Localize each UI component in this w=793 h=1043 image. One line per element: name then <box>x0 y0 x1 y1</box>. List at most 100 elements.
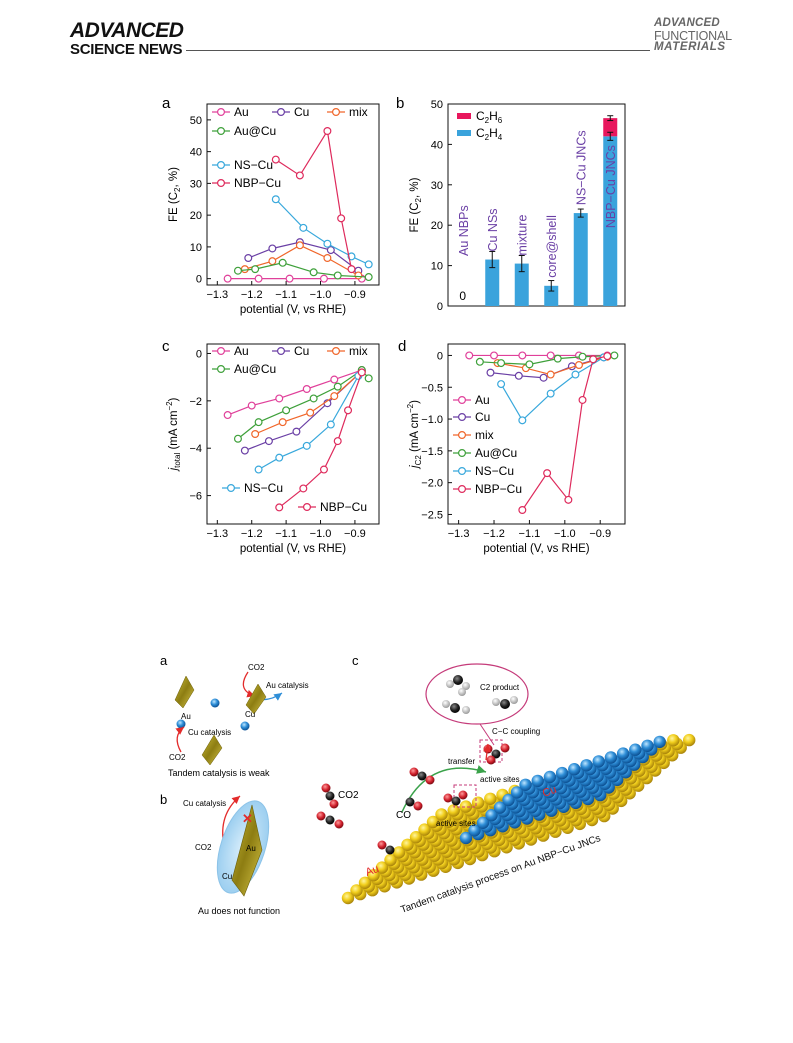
series-line <box>278 372 363 508</box>
au-atom <box>459 800 473 813</box>
fig2b-cross-icon: ✕ <box>242 811 253 826</box>
fig2c-transfer: transfer <box>448 757 475 766</box>
panel-label-d: d <box>398 338 406 355</box>
cu-atom <box>543 770 557 784</box>
y-tick-label: −0.5 <box>421 382 443 394</box>
data-point <box>578 395 587 404</box>
x-tick-label: −1.3 <box>448 528 470 540</box>
data-point <box>278 258 287 267</box>
fig2a-cu-particle-3 <box>240 721 250 731</box>
bar-zero-label: 0 <box>459 289 466 303</box>
plot-frame <box>447 343 626 525</box>
x-tick-label: −1.0 <box>310 289 332 301</box>
data-point <box>518 506 527 515</box>
y-tick-label: 0 <box>196 348 202 360</box>
au-atom <box>392 846 406 859</box>
legend-marker <box>217 161 226 170</box>
cu-atom <box>641 739 654 752</box>
data-point <box>264 437 273 446</box>
y-tick-label: 0 <box>196 274 202 286</box>
data-point <box>240 446 249 455</box>
au-atom <box>418 823 431 836</box>
cu-atom <box>485 809 498 822</box>
legend-label: NBP−Cu <box>320 500 367 514</box>
cu-atom <box>629 743 642 756</box>
data-point <box>571 370 580 379</box>
fig2b-au-nbp <box>231 804 263 897</box>
data-point <box>564 495 573 504</box>
y-tick-label: −2.0 <box>421 478 443 490</box>
legend-label: mix <box>475 428 494 442</box>
data-point <box>309 268 318 277</box>
bar-category-label: NS−Cu JNCs <box>575 130 589 205</box>
cu-atom <box>555 766 569 780</box>
legend-c2h6-label: C2H6 <box>476 109 503 125</box>
data-point <box>323 239 332 248</box>
data-point <box>330 375 339 384</box>
data-point <box>247 401 256 410</box>
y-axis-label: FE (C2, %) <box>409 177 423 232</box>
y-tick-label: 40 <box>431 139 443 151</box>
panel-label-b: b <box>396 95 404 112</box>
legend-label: Au@Cu <box>234 362 276 376</box>
legend-label: Cu <box>475 410 490 424</box>
data-point <box>603 352 612 361</box>
cu-atom <box>531 774 544 788</box>
fig2c-up-arrow <box>483 743 491 761</box>
bar-category-label: NBP−Cu JNCs <box>604 145 618 228</box>
legend-label: Au@Cu <box>475 446 517 460</box>
fig2c-co: CO <box>396 810 411 821</box>
bar-category-label: Au NBPs <box>457 205 471 256</box>
legend-label: NS−Cu <box>234 158 273 172</box>
x-axis-label: potential (V, vs RHE) <box>483 543 589 555</box>
legend-marker <box>458 485 467 494</box>
fig2b-caption: Au does not function <box>198 906 280 916</box>
data-point <box>254 274 263 283</box>
header-rule <box>186 50 650 51</box>
fig2a-au-catalysis: Au catalysis <box>266 681 309 690</box>
bar-c2h6 <box>603 118 618 137</box>
y-tick-label: −6 <box>189 491 202 503</box>
data-point <box>271 195 280 204</box>
data-point <box>223 274 232 283</box>
data-point <box>254 465 263 474</box>
fig2c-active-sites-2: active sites <box>436 819 476 828</box>
legend-marker <box>217 365 226 374</box>
y-tick-label: −2 <box>189 396 202 408</box>
fig2a-au-label: Au <box>181 712 191 721</box>
bar-c2h4 <box>514 263 529 306</box>
fig2c-active-box <box>453 784 477 808</box>
fig2c-bubble-connector <box>479 723 495 746</box>
fig2c-product-bubble <box>425 663 529 725</box>
data-point <box>497 359 506 368</box>
y-tick-label: −4 <box>189 443 202 455</box>
data-point <box>285 274 294 283</box>
data-point <box>251 430 260 439</box>
data-point <box>323 126 332 135</box>
fig2b-cu-catalysis: Cu catalysis <box>183 799 226 808</box>
x-tick-label: −1.1 <box>275 289 297 301</box>
data-point <box>357 368 366 377</box>
fig2-panel-label-a: a <box>160 653 168 668</box>
series-line <box>227 369 362 416</box>
x-tick-label: −1.0 <box>310 528 332 540</box>
data-point <box>302 441 311 450</box>
fig2a-co2-bottom: CO2 <box>169 753 186 762</box>
journal-logo-right: ADVANCED FUNCTIONAL MATERIALS <box>654 17 732 54</box>
fig2c-co2: CO2 <box>338 790 359 801</box>
y-axis-label: FE (C2, %) <box>168 167 182 222</box>
data-point <box>539 373 548 382</box>
legend-label: Au <box>475 393 490 407</box>
fig2c-cc-coupling: C−C coupling <box>492 727 540 736</box>
legend-label: Cu <box>294 105 309 119</box>
bar-c2h4 <box>544 285 559 306</box>
y-tick-label: 50 <box>431 99 443 111</box>
fig2c-catalyst-slab <box>341 733 696 905</box>
y-axis-label: jtotal (mA cm−2) <box>165 397 182 472</box>
legend-label: NS−Cu <box>475 464 514 478</box>
legend-label: mix <box>349 105 368 119</box>
logo-science-news: SCIENCE NEWS <box>70 41 183 58</box>
x-tick-label: −1.1 <box>275 528 297 540</box>
data-point <box>333 382 342 391</box>
au-atom <box>401 838 414 851</box>
